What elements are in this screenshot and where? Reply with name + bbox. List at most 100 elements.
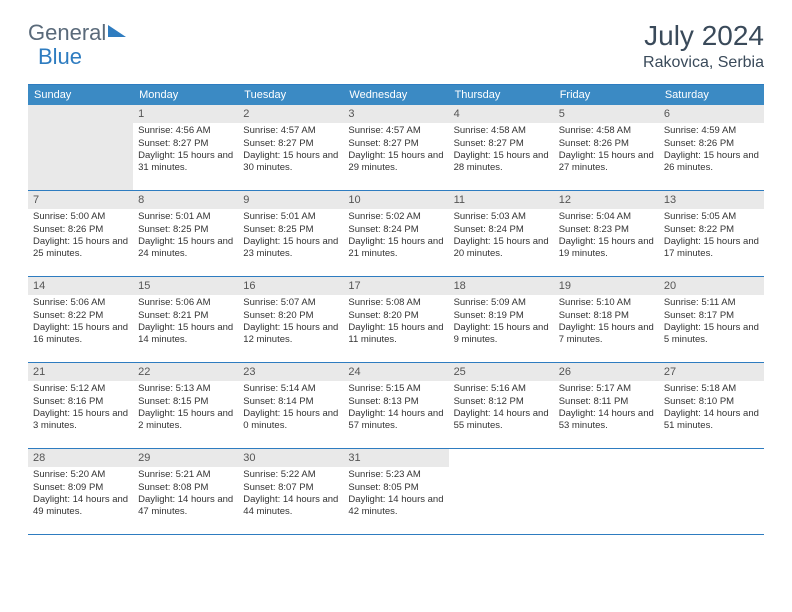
daylight-line: Daylight: 15 hours and 5 minutes. (664, 322, 759, 347)
sunrise-line: Sunrise: 5:12 AM (33, 383, 128, 395)
sunrise-line: Sunrise: 4:58 AM (454, 125, 549, 137)
calendar-cell: 9Sunrise: 5:01 AMSunset: 8:25 PMDaylight… (238, 191, 343, 277)
daylight-line: Daylight: 14 hours and 42 minutes. (348, 494, 443, 519)
daylight-line: Daylight: 15 hours and 29 minutes. (348, 150, 443, 175)
sunrise-line: Sunrise: 5:02 AM (348, 211, 443, 223)
day-number: 10 (343, 191, 448, 209)
calendar-cell: 26Sunrise: 5:17 AMSunset: 8:11 PMDayligh… (554, 363, 659, 449)
sunset-line: Sunset: 8:21 PM (138, 310, 233, 322)
sunrise-line: Sunrise: 5:08 AM (348, 297, 443, 309)
weekday-header-row: SundayMondayTuesdayWednesdayThursdayFrid… (28, 85, 764, 105)
daylight-line: Daylight: 15 hours and 2 minutes. (138, 408, 233, 433)
daylight-line: Daylight: 14 hours and 55 minutes. (454, 408, 549, 433)
calendar-cell: 30Sunrise: 5:22 AMSunset: 8:07 PMDayligh… (238, 449, 343, 535)
calendar-page: General July 2024 Rakovica, Serbia Blue … (0, 0, 792, 555)
day-number: 28 (28, 449, 133, 467)
daylight-line: Daylight: 14 hours and 57 minutes. (348, 408, 443, 433)
sunset-line: Sunset: 8:08 PM (138, 482, 233, 494)
day-number: 8 (133, 191, 238, 209)
sunset-line: Sunset: 8:25 PM (243, 224, 338, 236)
day-number: 27 (659, 363, 764, 381)
sunrise-line: Sunrise: 5:17 AM (559, 383, 654, 395)
sunset-line: Sunset: 8:18 PM (559, 310, 654, 322)
sunset-line: Sunset: 8:27 PM (348, 138, 443, 150)
calendar-cell: 18Sunrise: 5:09 AMSunset: 8:19 PMDayligh… (449, 277, 554, 363)
calendar-cell: 15Sunrise: 5:06 AMSunset: 8:21 PMDayligh… (133, 277, 238, 363)
daylight-line: Daylight: 15 hours and 27 minutes. (559, 150, 654, 175)
weekday-header: Thursday (449, 85, 554, 105)
day-number: 29 (133, 449, 238, 467)
calendar-cell: 23Sunrise: 5:14 AMSunset: 8:14 PMDayligh… (238, 363, 343, 449)
sunrise-line: Sunrise: 5:13 AM (138, 383, 233, 395)
sunset-line: Sunset: 8:22 PM (33, 310, 128, 322)
sunset-line: Sunset: 8:13 PM (348, 396, 443, 408)
sunrise-line: Sunrise: 5:11 AM (664, 297, 759, 309)
day-number: 21 (28, 363, 133, 381)
calendar-cell: 1Sunrise: 4:56 AMSunset: 8:27 PMDaylight… (133, 105, 238, 191)
sunset-line: Sunset: 8:27 PM (243, 138, 338, 150)
calendar-cell: 31Sunrise: 5:23 AMSunset: 8:05 PMDayligh… (343, 449, 448, 535)
calendar-cell: 12Sunrise: 5:04 AMSunset: 8:23 PMDayligh… (554, 191, 659, 277)
calendar-cell: 8Sunrise: 5:01 AMSunset: 8:25 PMDaylight… (133, 191, 238, 277)
daylight-line: Daylight: 15 hours and 12 minutes. (243, 322, 338, 347)
sunrise-line: Sunrise: 5:00 AM (33, 211, 128, 223)
sunset-line: Sunset: 8:19 PM (454, 310, 549, 322)
day-number: 2 (238, 105, 343, 123)
sunrise-line: Sunrise: 5:09 AM (454, 297, 549, 309)
sunset-line: Sunset: 8:12 PM (454, 396, 549, 408)
day-number: 23 (238, 363, 343, 381)
calendar-cell: 24Sunrise: 5:15 AMSunset: 8:13 PMDayligh… (343, 363, 448, 449)
day-number: 20 (659, 277, 764, 295)
day-number: 11 (449, 191, 554, 209)
daylight-line: Daylight: 15 hours and 7 minutes. (559, 322, 654, 347)
sunrise-line: Sunrise: 5:20 AM (33, 469, 128, 481)
calendar-cell: 27Sunrise: 5:18 AMSunset: 8:10 PMDayligh… (659, 363, 764, 449)
brand-logo: General (28, 20, 126, 46)
daylight-line: Daylight: 15 hours and 19 minutes. (559, 236, 654, 261)
sunrise-line: Sunrise: 5:06 AM (138, 297, 233, 309)
brand-text-2: Blue (38, 44, 82, 70)
calendar-grid: 1Sunrise: 4:56 AMSunset: 8:27 PMDaylight… (28, 105, 764, 535)
sunrise-line: Sunrise: 5:10 AM (559, 297, 654, 309)
day-number: 6 (659, 105, 764, 123)
day-number: 31 (343, 449, 448, 467)
sunset-line: Sunset: 8:20 PM (243, 310, 338, 322)
sunset-line: Sunset: 8:26 PM (33, 224, 128, 236)
day-number: 25 (449, 363, 554, 381)
calendar-cell: 16Sunrise: 5:07 AMSunset: 8:20 PMDayligh… (238, 277, 343, 363)
calendar-cell: 5Sunrise: 4:58 AMSunset: 8:26 PMDaylight… (554, 105, 659, 191)
sunset-line: Sunset: 8:14 PM (243, 396, 338, 408)
sunset-line: Sunset: 8:09 PM (33, 482, 128, 494)
sunrise-line: Sunrise: 5:05 AM (664, 211, 759, 223)
sunset-line: Sunset: 8:26 PM (664, 138, 759, 150)
calendar-cell: 20 Sunrise: 5:11 AMSunset: 8:17 PMDayligh… (659, 277, 764, 363)
day-number: 19 (554, 277, 659, 295)
sunset-line: Sunset: 8:24 PM (454, 224, 549, 236)
daylight-line: Daylight: 15 hours and 9 minutes. (454, 322, 549, 347)
calendar-cell: 3Sunrise: 4:57 AMSunset: 8:27 PMDaylight… (343, 105, 448, 191)
month-title: July 2024 (643, 20, 764, 52)
day-number: 4 (449, 105, 554, 123)
day-number: 17 (343, 277, 448, 295)
daylight-line: Daylight: 15 hours and 31 minutes. (138, 150, 233, 175)
daylight-line: Daylight: 15 hours and 23 minutes. (243, 236, 338, 261)
brand-text-1: General (28, 20, 106, 46)
sunset-line: Sunset: 8:17 PM (664, 310, 759, 322)
calendar-cell (659, 449, 764, 535)
sunset-line: Sunset: 8:16 PM (33, 396, 128, 408)
daylight-line: Daylight: 15 hours and 20 minutes. (454, 236, 549, 261)
sunset-line: Sunset: 8:07 PM (243, 482, 338, 494)
daylight-line: Daylight: 15 hours and 21 minutes. (348, 236, 443, 261)
day-number: 15 (133, 277, 238, 295)
sunrise-line: Sunrise: 5:01 AM (138, 211, 233, 223)
daylight-line: Daylight: 15 hours and 16 minutes. (33, 322, 128, 347)
daylight-line: Daylight: 15 hours and 17 minutes. (664, 236, 759, 261)
weekday-header: Tuesday (238, 85, 343, 105)
sunset-line: Sunset: 8:22 PM (664, 224, 759, 236)
sunrise-line: Sunrise: 4:56 AM (138, 125, 233, 137)
sunrise-line: Sunrise: 5:14 AM (243, 383, 338, 395)
daylight-line: Daylight: 14 hours and 51 minutes. (664, 408, 759, 433)
day-number: 7 (28, 191, 133, 209)
sunrise-line: Sunrise: 5:16 AM (454, 383, 549, 395)
day-number (28, 105, 133, 123)
